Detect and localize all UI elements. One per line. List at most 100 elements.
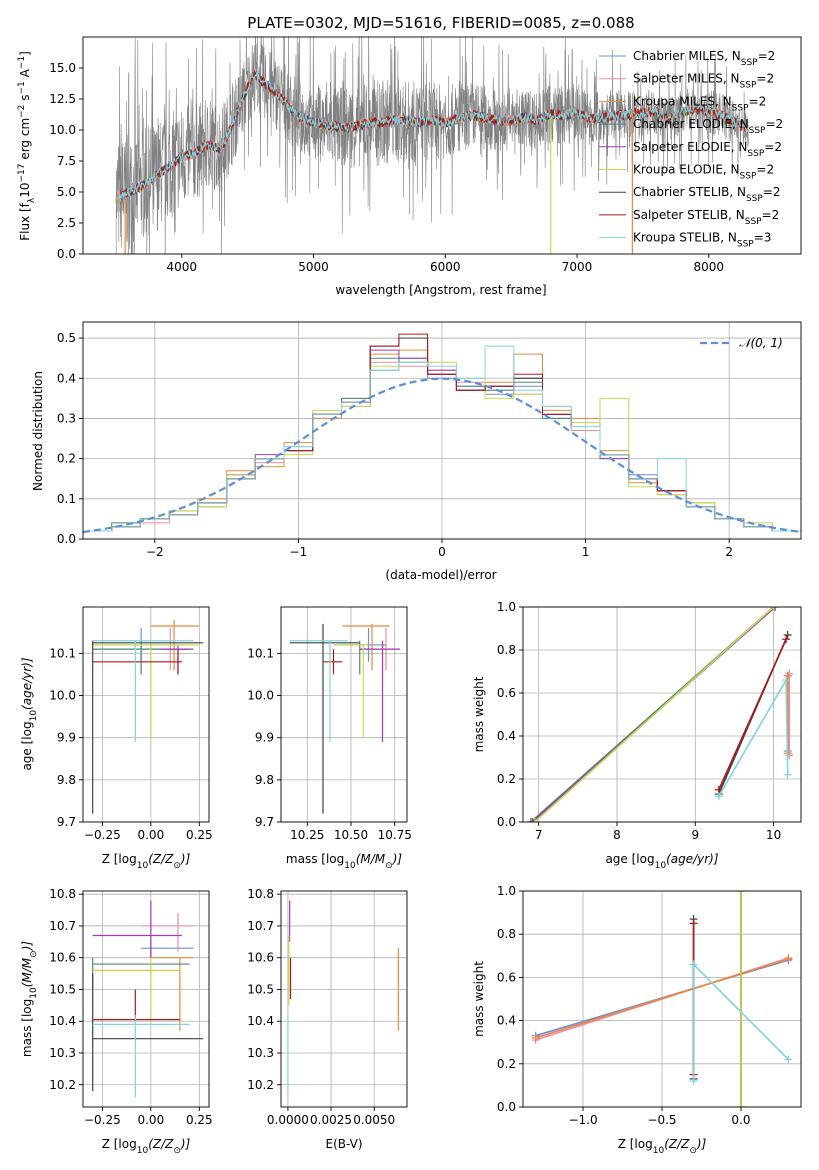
ytick-label-6: 10.8 xyxy=(49,887,76,901)
xtick-label-0: 7 xyxy=(535,828,543,842)
legend-label: Salpeter ELODIE, NSSP=2 xyxy=(633,140,782,159)
legend-label: Kroupa STELIB, NSSP=3 xyxy=(633,231,771,250)
axes-age_vs_Z: −0.25 0.00 0.25 9.7 9.8 9.9 10.0 10.1 Z [log10(Z… xyxy=(20,606,213,871)
xtick-label-2: 0.0 xyxy=(731,1113,750,1127)
ytick-label-3: 0.6 xyxy=(497,970,516,984)
ytick-label-0: 0.0 xyxy=(497,815,516,829)
ytick-label-4: 0.4 xyxy=(57,371,76,385)
ytick-label-2: 0.4 xyxy=(497,729,516,743)
frame-age_vs_Z xyxy=(82,606,210,823)
xtick-label-2: 0.0050 xyxy=(353,1113,395,1127)
xtick-label-4: 2 xyxy=(725,545,733,559)
massz-xlabel: Z [log10(Z/Z⊙)] xyxy=(102,1137,191,1156)
axes-mass_vs_Z: −0.25 0.00 0.25 10.2 10.3 10.4 10.5 10.6 10.7 10.… xyxy=(20,887,213,1156)
axes-age_vs_mass: 10.25 10.50 10.75 9.7 9.8 9.9 10.0 10.1 mass [lo… xyxy=(247,606,412,871)
agemass-xlabel: mass [log10(M/M⊙)] xyxy=(286,852,402,871)
ytick-label-5: 1.0 xyxy=(497,884,516,898)
ytick-label-6: 10.8 xyxy=(247,887,274,901)
weight-line xyxy=(534,607,775,822)
ytick-label-3: 7.5 xyxy=(57,154,76,168)
xtick-label-1: 0.0025 xyxy=(310,1113,352,1127)
legend-label: Salpeter STELIB, NSSP=2 xyxy=(633,208,779,227)
ytick-label-1: 10.3 xyxy=(247,1046,274,1060)
xtick-label-1: 8 xyxy=(613,828,621,842)
ytick-label-3: 0.3 xyxy=(57,411,76,425)
ytick-label-1: 9.8 xyxy=(255,773,274,787)
weight-line xyxy=(535,958,789,1039)
ytick-label-5: 12.5 xyxy=(49,92,76,106)
ytick-label-4: 10.6 xyxy=(49,951,76,965)
xtick-label-0: 10.25 xyxy=(290,828,324,842)
plot-area-residuals xyxy=(83,333,801,539)
axes-residuals: −2 −1 0 1 2 0.0 0.1 0.2 0.3 0.4 0.5 (data-model)/er… xyxy=(31,321,802,582)
ytick-label-5: 10.7 xyxy=(49,919,76,933)
ytick-label-4: 10.6 xyxy=(247,951,274,965)
ytick-label-1: 2.5 xyxy=(57,216,76,230)
weight-ylabel: mass weight xyxy=(472,676,486,752)
ytick-label-0: 0.0 xyxy=(57,247,76,261)
ytick-label-2: 10.4 xyxy=(247,1014,274,1028)
xtick-label-2: 0 xyxy=(438,545,446,559)
plot-area-weight_vs_Z xyxy=(531,891,793,1107)
weight-line xyxy=(718,638,787,791)
legend-label: Chabrier ELODIE, NSSP=2 xyxy=(633,117,783,136)
legend-label: Chabrier STELIB, NSSP=2 xyxy=(633,185,781,204)
axes-weight_vs_age: 7 8 9 10 0.0 0.2 0.4 0.6 0.8 1.0 mass weight age [l… xyxy=(472,600,802,871)
xtick-label-2: 9 xyxy=(691,828,699,842)
ytick-label-5: 1.0 xyxy=(497,600,516,614)
axes-mass_vs_ebv: 0.0000 0.0025 0.0050 10.2 10.3 10.4 10.5 10.6 10… xyxy=(247,887,408,1151)
xtick-label-4: 8000 xyxy=(694,260,725,274)
ytick-label-2: 0.2 xyxy=(57,452,76,466)
xtick-label-0: 0.0000 xyxy=(267,1113,309,1127)
ytick-label-6: 15.0 xyxy=(49,61,76,75)
ytick-label-1: 10.3 xyxy=(49,1046,76,1060)
xtick-label-0: −0.25 xyxy=(84,1113,121,1127)
ytick-label-1: 9.8 xyxy=(57,773,76,787)
legend-label: Kroupa ELODIE, NSSP=2 xyxy=(633,163,774,182)
ytick-label-3: 10.0 xyxy=(247,689,274,703)
plot-area-mass_vs_Z xyxy=(92,900,204,1098)
plot-area-spectrum xyxy=(115,37,749,254)
xtick-label-1: −1 xyxy=(290,545,308,559)
hist-step xyxy=(83,345,801,539)
plot-area-mass_vs_ebv xyxy=(287,900,399,1098)
xtick-label-2: 6000 xyxy=(430,260,461,274)
xtick-label-3: 7000 xyxy=(562,260,593,274)
axes-spectrum: 4000 5000 6000 7000 8000 0.0 2.5 5.0 7.5 10.0 12.5… xyxy=(17,36,802,297)
frame-age_vs_mass xyxy=(280,606,408,823)
xtick-label-1: 0.00 xyxy=(137,1113,164,1127)
legend-label: Salpeter MILES, NSSP=2 xyxy=(633,72,774,91)
ytick-label-2: 9.9 xyxy=(255,731,274,745)
weight-ylabel: mass weight xyxy=(472,961,486,1037)
plot-area-age_vs_Z xyxy=(92,619,204,814)
weightage-xlabel: age [log10(age/yr)] xyxy=(605,852,718,871)
ytick-label-5: 0.5 xyxy=(57,331,76,345)
massebv-xlabel: E(B-V) xyxy=(325,1137,362,1151)
residuals-ylabel: Normed distribution xyxy=(31,371,45,491)
ytick-label-0: 9.7 xyxy=(255,815,274,829)
xtick-label-2: 10.75 xyxy=(378,828,412,842)
ytick-label-0: 9.7 xyxy=(57,815,76,829)
spectrum-xlabel: wavelength [Angstrom, rest frame] xyxy=(335,283,546,297)
xtick-label-0: −0.25 xyxy=(84,828,121,842)
xtick-label-1: 5000 xyxy=(298,260,329,274)
xtick-label-3: 10 xyxy=(766,828,781,842)
legend-label: Kroupa MILES, NSSP=2 xyxy=(633,94,766,113)
xtick-label-0: 4000 xyxy=(167,260,198,274)
frame-mass_vs_Z xyxy=(82,890,210,1108)
ytick-label-2: 0.4 xyxy=(497,1014,516,1028)
ytick-label-3: 10.5 xyxy=(49,982,76,996)
xtick-label-1: 0.00 xyxy=(137,828,164,842)
xtick-label-1: −0.5 xyxy=(647,1113,676,1127)
ytick-label-3: 0.6 xyxy=(497,686,516,700)
spectrum-data-line xyxy=(115,37,749,254)
xtick-label-2: 0.25 xyxy=(186,828,213,842)
frame-weight_vs_age xyxy=(522,606,802,823)
xtick-label-0: −2 xyxy=(146,545,164,559)
weightz-xlabel: Z [log10(Z/Z⊙)] xyxy=(618,1137,707,1156)
residuals-xlabel: (data-model)/error xyxy=(385,568,496,582)
frame-mass_vs_ebv xyxy=(280,890,408,1108)
agez-ylabel: age [log10(age/yr)] xyxy=(20,657,39,770)
ytick-label-2: 5.0 xyxy=(57,185,76,199)
